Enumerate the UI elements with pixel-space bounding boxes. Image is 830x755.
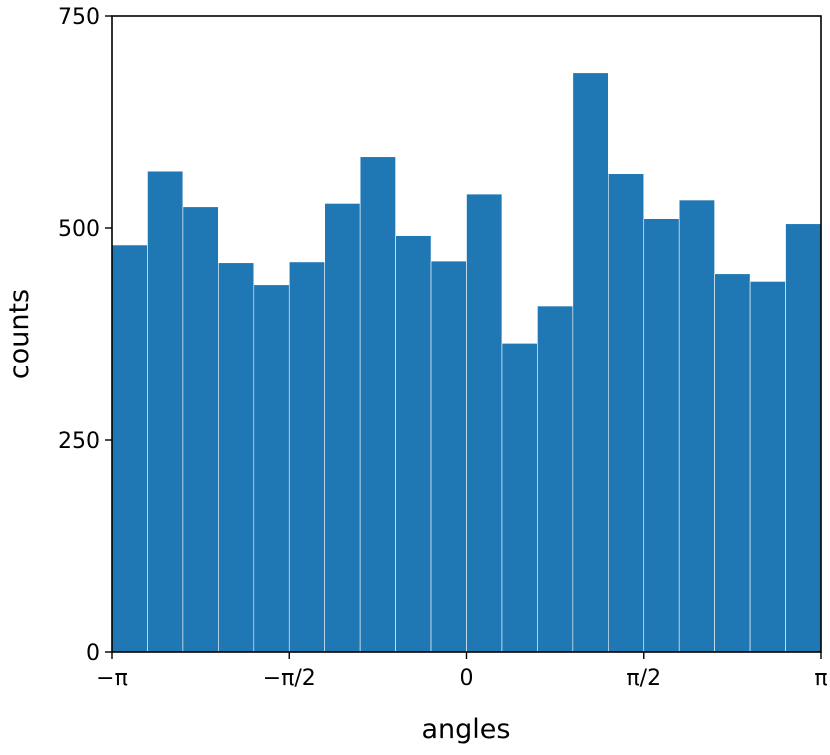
x-tick-label: −π/2 bbox=[263, 666, 316, 691]
bar bbox=[785, 223, 822, 653]
bar bbox=[324, 203, 361, 653]
y-tick-label: 500 bbox=[58, 217, 100, 242]
x-axis-label: angles bbox=[422, 714, 511, 745]
bar bbox=[678, 199, 715, 653]
bar bbox=[395, 235, 432, 653]
bar bbox=[288, 261, 326, 653]
x-tick-label: π bbox=[814, 666, 827, 691]
y-tick-label: 0 bbox=[86, 641, 100, 666]
bar bbox=[359, 156, 396, 653]
bar bbox=[466, 193, 503, 653]
bar bbox=[218, 262, 255, 653]
bar bbox=[572, 72, 609, 653]
x-tick-label: 0 bbox=[460, 666, 474, 691]
y-tick-label: 250 bbox=[58, 429, 100, 454]
bar bbox=[253, 284, 290, 653]
bar bbox=[111, 244, 148, 653]
bar bbox=[182, 206, 219, 653]
bar bbox=[749, 281, 786, 653]
bar bbox=[607, 173, 645, 653]
bar bbox=[147, 170, 184, 653]
bar bbox=[501, 343, 538, 653]
y-tick-label: 750 bbox=[58, 5, 100, 30]
y-axis-label: counts bbox=[4, 289, 35, 379]
x-tick-label: −π bbox=[96, 666, 128, 691]
bar bbox=[714, 273, 751, 653]
bar bbox=[430, 260, 467, 653]
bar bbox=[643, 218, 680, 653]
x-tick-label: π/2 bbox=[626, 666, 661, 691]
bar bbox=[537, 305, 574, 653]
